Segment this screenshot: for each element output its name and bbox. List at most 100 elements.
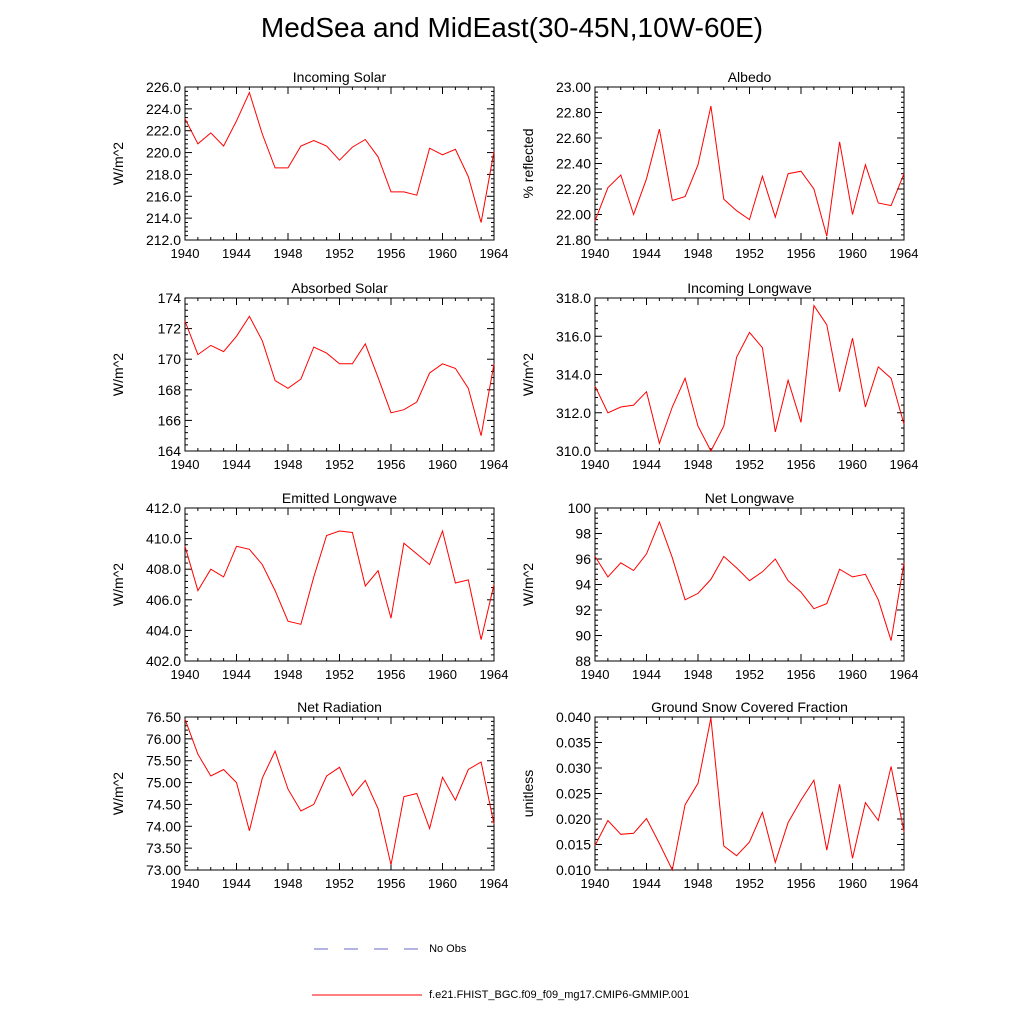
x-tick-label: 1940 — [171, 876, 200, 891]
data-point — [748, 841, 750, 843]
data-point — [325, 534, 327, 536]
x-tick-label: 1956 — [377, 246, 406, 261]
data-point — [903, 831, 905, 833]
data-point — [390, 191, 392, 193]
y-tick-label: 0.040 — [556, 709, 591, 725]
y-tick-label: 98 — [575, 526, 591, 542]
data-point — [441, 154, 443, 156]
data-point — [838, 141, 840, 143]
series-line-ground-snow-covered-fraction — [594, 717, 905, 872]
x-tick-label: 1948 — [274, 876, 303, 891]
data-point — [697, 592, 699, 594]
data-point — [903, 423, 905, 425]
data-point — [235, 335, 237, 337]
data-point — [671, 199, 673, 201]
x-tick-label: 1948 — [274, 667, 303, 682]
data-point — [287, 788, 289, 790]
data-point — [325, 145, 327, 147]
data-point — [826, 324, 828, 326]
x-tick-label: 1956 — [377, 876, 406, 891]
data-point — [338, 766, 340, 768]
panel-incoming-longwave: 1940 1944 1948 1952 1956 1960 1964 310.0 312.0 31… — [520, 280, 918, 472]
x-tick-label: 1960 — [428, 246, 457, 261]
data-point — [454, 582, 456, 584]
data-point — [377, 156, 379, 158]
series-line-emitted-longwave — [184, 529, 495, 640]
data-point — [364, 343, 366, 345]
data-point — [467, 175, 469, 177]
data-point — [274, 167, 276, 169]
data-point — [877, 202, 879, 204]
data-point — [684, 377, 686, 379]
y-axis-label-incoming-longwave: W/m^2 — [520, 353, 536, 396]
data-point — [493, 150, 495, 152]
data-point — [403, 542, 405, 544]
data-point — [210, 132, 212, 134]
x-tick-label: 1960 — [838, 246, 867, 261]
y-axis-label-absorbed-solar: W/m^2 — [110, 353, 126, 396]
y-tick-label: 224.0 — [146, 101, 181, 117]
data-point — [877, 599, 879, 601]
legend-model: f.e21.FHIST_BGC.f09_f09_mg17.CMIP6-GMMIP… — [312, 988, 689, 1002]
data-point — [261, 340, 263, 342]
x-tick-label: 1944 — [632, 457, 661, 472]
y-tick-label: 75.00 — [146, 775, 181, 791]
data-point — [761, 347, 763, 349]
data-point — [441, 776, 443, 778]
data-point — [710, 578, 712, 580]
data-point — [210, 568, 212, 570]
data-point — [632, 404, 634, 406]
y-tick-label: 218.0 — [146, 166, 181, 182]
x-tick-label: 1944 — [632, 667, 661, 682]
data-point — [645, 553, 647, 555]
data-point — [851, 857, 853, 859]
legend-obs: No Obs — [312, 942, 466, 956]
data-point — [826, 849, 828, 851]
y-tick-label: 100 — [568, 500, 592, 516]
data-point — [428, 563, 430, 565]
panel-title-incoming-solar: Incoming Solar — [293, 69, 387, 85]
data-point — [480, 638, 482, 640]
y-tick-label: 220.0 — [146, 145, 181, 161]
data-point — [338, 159, 340, 161]
y-tick-label: 0.020 — [556, 811, 591, 827]
data-point — [300, 623, 302, 625]
data-point — [377, 808, 379, 810]
data-point — [774, 431, 776, 433]
y-tick-label: 410.0 — [146, 531, 181, 547]
y-tick-label: 212.0 — [146, 232, 181, 248]
x-tick-label: 1952 — [325, 457, 354, 472]
data-point — [838, 568, 840, 570]
data-point — [364, 138, 366, 140]
y-tick-label: 23.00 — [556, 79, 591, 95]
panel-title-absorbed-solar: Absorbed Solar — [291, 280, 388, 296]
data-point — [287, 620, 289, 622]
data-point — [838, 391, 840, 393]
y-tick-label: 94 — [575, 577, 591, 593]
panel-ground-snow-covered-fraction: 1940 1944 1948 1952 1956 1960 1964 0.010 0.015 0.… — [520, 699, 918, 891]
data-point — [748, 331, 750, 333]
y-axis-label-net-longwave: W/m^2 — [520, 563, 536, 606]
data-point — [890, 377, 892, 379]
data-point — [800, 799, 802, 801]
x-tick-label: 1964 — [890, 246, 919, 261]
y-tick-label: 164 — [158, 443, 182, 459]
data-point — [594, 844, 596, 846]
data-point — [338, 363, 340, 365]
data-point — [454, 367, 456, 369]
data-point — [480, 221, 482, 223]
plot-frame-albedo — [594, 86, 905, 241]
data-point — [748, 579, 750, 581]
data-point — [761, 175, 763, 177]
plot-frame-incoming-longwave — [594, 297, 905, 452]
data-point — [710, 450, 712, 452]
data-point — [620, 833, 622, 835]
x-tick-label: 1960 — [428, 457, 457, 472]
x-tick-label: 1960 — [428, 876, 457, 891]
data-point — [197, 589, 199, 591]
x-tick-label: 1956 — [787, 667, 816, 682]
data-point — [658, 128, 660, 130]
data-point — [287, 387, 289, 389]
data-point — [645, 391, 647, 393]
y-tick-label: 172 — [158, 321, 182, 337]
